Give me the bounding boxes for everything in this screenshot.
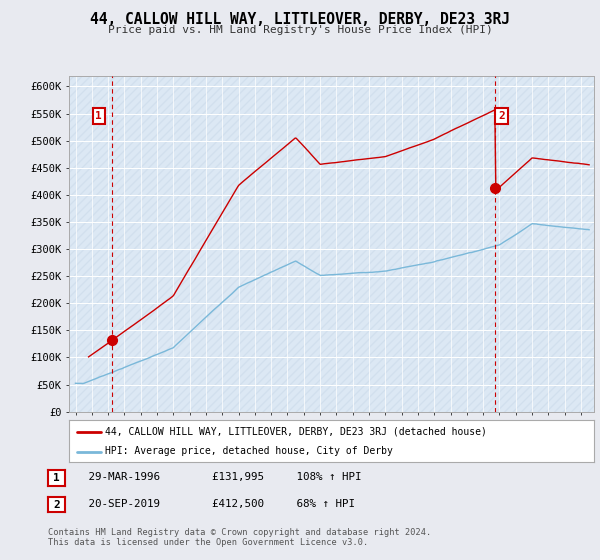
Text: HPI: Average price, detached house, City of Derby: HPI: Average price, detached house, City…	[105, 446, 392, 456]
Text: 1: 1	[53, 473, 60, 483]
Text: 44, CALLOW HILL WAY, LITTLEOVER, DERBY, DE23 3RJ (detached house): 44, CALLOW HILL WAY, LITTLEOVER, DERBY, …	[105, 427, 487, 437]
Text: 20-SEP-2019        £412,500     68% ↑ HPI: 20-SEP-2019 £412,500 68% ↑ HPI	[69, 499, 355, 509]
Text: 1: 1	[95, 111, 102, 122]
Text: 2: 2	[53, 500, 60, 510]
Text: This data is licensed under the Open Government Licence v3.0.: This data is licensed under the Open Gov…	[48, 538, 368, 547]
Text: Price paid vs. HM Land Registry's House Price Index (HPI): Price paid vs. HM Land Registry's House …	[107, 25, 493, 35]
Text: 2: 2	[498, 111, 505, 122]
Text: 44, CALLOW HILL WAY, LITTLEOVER, DERBY, DE23 3RJ: 44, CALLOW HILL WAY, LITTLEOVER, DERBY, …	[90, 12, 510, 27]
Text: 29-MAR-1996        £131,995     108% ↑ HPI: 29-MAR-1996 £131,995 108% ↑ HPI	[69, 472, 361, 482]
Text: Contains HM Land Registry data © Crown copyright and database right 2024.: Contains HM Land Registry data © Crown c…	[48, 528, 431, 536]
